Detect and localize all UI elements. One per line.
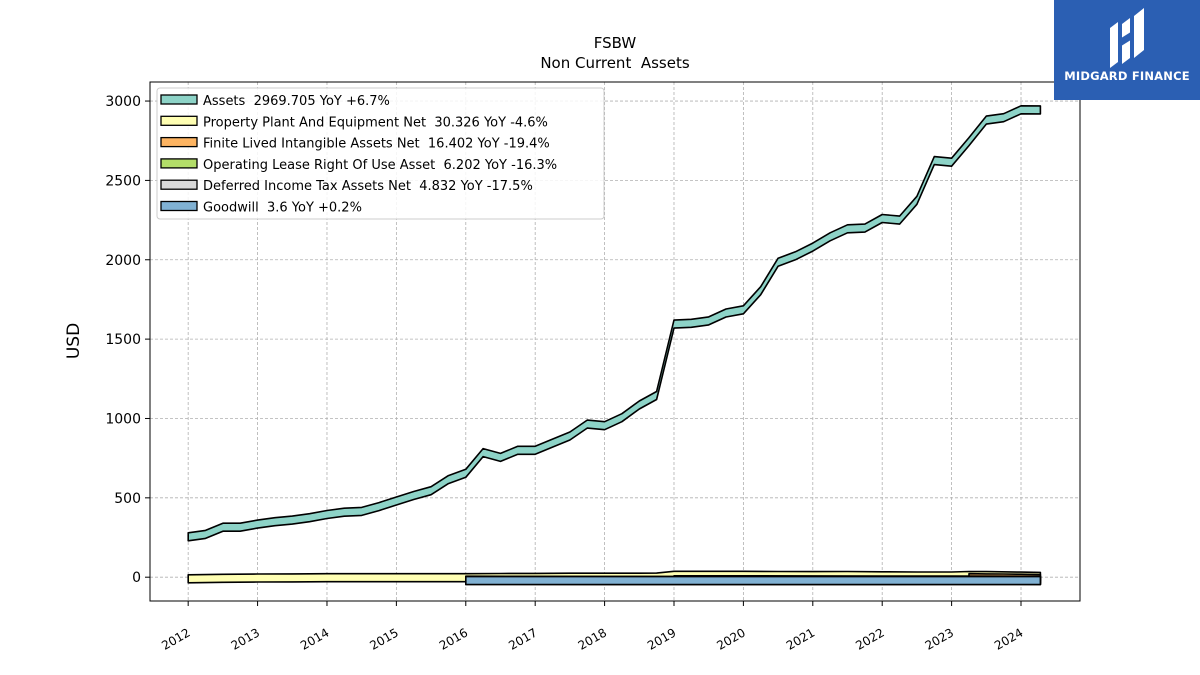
- x-tick-label: 2021: [784, 625, 817, 652]
- x-tick-label: 2014: [298, 625, 331, 652]
- y-tick-label: 500: [114, 491, 141, 507]
- y-tick-label: 1000: [105, 411, 141, 427]
- series-goodwill: [465, 575, 1042, 586]
- legend-swatch: [160, 115, 198, 126]
- legend-swatch: [160, 136, 198, 148]
- legend-swatch: [160, 200, 198, 212]
- brand-logo-text: MIDGARD FINANCE: [1064, 69, 1190, 83]
- x-tick-label: 2024: [992, 625, 1025, 652]
- chart-title: FSBW: [594, 34, 637, 52]
- brand-logo: MIDGARD FINANCE: [1054, 0, 1200, 100]
- x-tick-label: 2016: [437, 625, 470, 652]
- legend-entry: Goodwill 3.6 YoY +0.2%: [203, 201, 362, 216]
- x-tick-label: 2018: [576, 625, 609, 652]
- series-assets: [187, 105, 1042, 542]
- x-tick-label: 2015: [367, 625, 400, 652]
- legend-entry: Finite Lived Intangible Assets Net 16.40…: [203, 137, 550, 152]
- y-tick-label: 0: [132, 570, 141, 586]
- legend: Assets 2969.705 YoY +6.7% Property Plant …: [156, 87, 605, 220]
- y-tick-label: 2500: [105, 173, 141, 189]
- x-tick-label: 2013: [229, 625, 262, 652]
- y-axis-label: USD: [64, 323, 84, 359]
- x-tick-label: 2023: [923, 625, 956, 652]
- x-tick-label: 2017: [506, 625, 539, 652]
- legend-entry: Deferred Income Tax Assets Net 4.832 YoY…: [203, 179, 533, 194]
- y-tick-label: 3000: [105, 94, 141, 110]
- x-tick-label: 2019: [645, 625, 678, 652]
- legend-swatch: [160, 158, 198, 169]
- plot-frame: [149, 81, 1081, 602]
- legend-entry: Operating Lease Right Of Use Asset 6.202…: [203, 158, 557, 173]
- legend-entry: Property Plant And Equipment Net 30.326 …: [203, 115, 548, 130]
- y-tick-label: 1500: [105, 332, 141, 348]
- chart-subtitle: Non Current Assets: [540, 54, 690, 72]
- plot-series: [187, 105, 1042, 586]
- legend-box: [156, 87, 605, 220]
- y-tick-label: 2000: [105, 253, 141, 269]
- x-tick-label: 2022: [853, 625, 886, 652]
- legend-swatch: [160, 94, 198, 105]
- legend-swatch: [160, 179, 198, 190]
- x-tick-label: 2012: [159, 625, 192, 652]
- x-tick-label: 2020: [714, 625, 747, 652]
- midgard-logo-icon: [1110, 8, 1144, 68]
- legend-entry: Assets 2969.705 YoY +6.7%: [203, 94, 390, 109]
